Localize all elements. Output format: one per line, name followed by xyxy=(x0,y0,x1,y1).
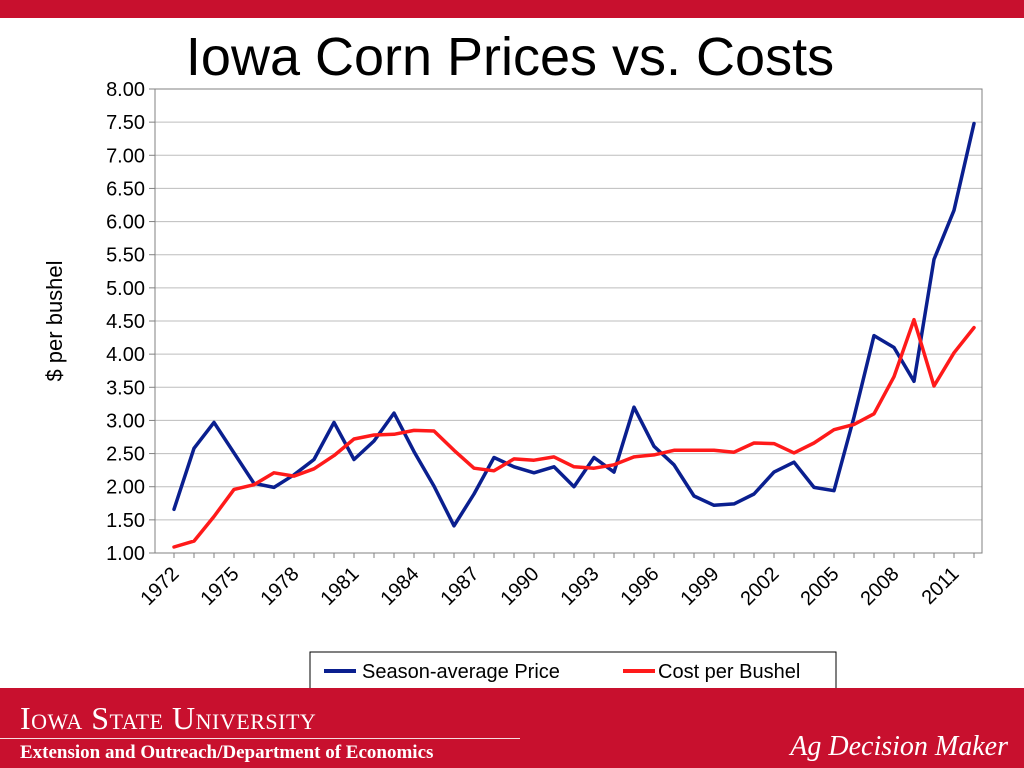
y-tick-label: 1.00 xyxy=(106,543,145,565)
line-chart: 1.00 1.50 2.00 2.50 3.00 3.50 4.00 4.50 5.00 5.50… xyxy=(42,79,983,691)
y-tick-label: 2.00 xyxy=(106,477,145,499)
y-tick-label: 4.50 xyxy=(106,311,145,333)
legend-label: Season-average Price xyxy=(362,661,560,683)
footer-divider xyxy=(0,738,520,739)
y-tick-label: 7.00 xyxy=(106,145,145,167)
x-tick-label: 2008 xyxy=(857,563,904,610)
y-tick-label: 8.00 xyxy=(106,79,145,101)
y-tick-label: 2.50 xyxy=(106,444,145,466)
x-tick-label: 1993 xyxy=(557,563,604,610)
y-tick-label: 5.50 xyxy=(106,245,145,267)
legend-box xyxy=(309,651,837,691)
y-tick-label: 4.00 xyxy=(106,344,145,366)
y-tick-label: 3.00 xyxy=(106,410,145,432)
y-tick-label: 6.00 xyxy=(106,212,145,234)
plot-area-border xyxy=(154,88,983,554)
x-tick-label: 1987 xyxy=(437,563,484,610)
brand-label: Ag Decision Maker xyxy=(790,731,1008,762)
y-tick-label: 7.50 xyxy=(106,112,145,134)
price-series-line xyxy=(172,121,976,528)
y-axis-label: $ per bushel xyxy=(42,260,67,381)
cost-series-line xyxy=(172,317,976,549)
y-tick-label: 1.50 xyxy=(106,510,145,532)
footer-bar xyxy=(0,688,1024,768)
x-tick-label: 1984 xyxy=(377,563,424,610)
x-tick-label: 1975 xyxy=(197,563,244,610)
y-tick-label: 5.00 xyxy=(106,278,145,300)
top-accent-bar xyxy=(0,0,1024,18)
university-wordmark: Iowa State University xyxy=(20,700,317,736)
x-tick-label: 2005 xyxy=(797,563,844,610)
x-tick-label: 1972 xyxy=(137,563,184,610)
department-label: Extension and Outreach/Department of Eco… xyxy=(20,742,434,763)
x-tick-label: 2002 xyxy=(737,563,784,610)
x-tick-label: 1999 xyxy=(677,563,724,610)
x-tick-label: 1981 xyxy=(317,563,364,610)
y-tick-label: 6.50 xyxy=(106,178,145,200)
x-tick-label: 1996 xyxy=(617,563,664,610)
slide-title: Iowa Corn Prices vs. Costs xyxy=(185,27,835,87)
x-tick-label: 1990 xyxy=(497,563,544,610)
x-tick-label: 2011 xyxy=(918,563,964,609)
legend-label: Cost per Bushel xyxy=(658,661,800,683)
x-tick-label: 1978 xyxy=(257,563,304,610)
y-tick-label: 3.50 xyxy=(106,377,145,399)
